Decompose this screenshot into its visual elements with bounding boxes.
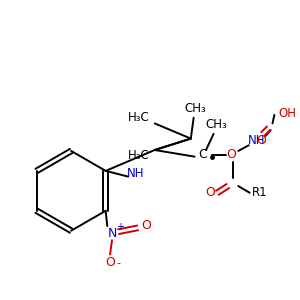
- Text: R1: R1: [252, 186, 267, 199]
- Text: CH₃: CH₃: [206, 118, 227, 131]
- Text: CH₃: CH₃: [185, 102, 206, 115]
- Text: NH: NH: [248, 134, 265, 147]
- Text: +: +: [116, 222, 124, 232]
- Text: H₃C: H₃C: [128, 111, 149, 124]
- Text: O: O: [256, 134, 266, 147]
- Text: O: O: [205, 186, 215, 199]
- Text: -: -: [117, 258, 121, 268]
- Text: H₃C: H₃C: [128, 149, 149, 162]
- Text: O: O: [226, 148, 236, 161]
- Text: N: N: [107, 227, 117, 240]
- Text: NH: NH: [127, 167, 145, 180]
- Text: O: O: [105, 256, 115, 268]
- Text: O: O: [141, 220, 151, 232]
- Text: OH: OH: [278, 107, 296, 120]
- Text: C: C: [198, 148, 207, 161]
